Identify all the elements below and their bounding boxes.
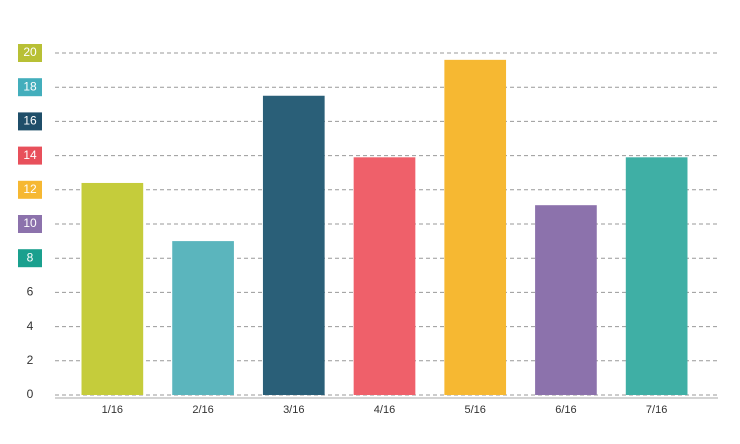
y-tick-label: 12	[23, 182, 37, 196]
y-tick-label: 20	[23, 45, 37, 59]
y-tick-label: 4	[27, 319, 34, 333]
bar	[353, 157, 416, 395]
y-tick-label: 0	[27, 387, 34, 401]
bar	[262, 95, 325, 395]
y-tick-label: 2	[27, 353, 34, 367]
y-tick-label: 14	[23, 148, 37, 162]
x-tick-label: 2/16	[192, 404, 213, 416]
y-tick-badge	[18, 44, 42, 62]
bar	[625, 157, 688, 395]
x-tick-label: 3/16	[283, 404, 304, 416]
y-tick-label: 18	[23, 79, 37, 93]
bar	[444, 59, 507, 396]
bar	[81, 182, 144, 395]
y-tick-label: 8	[27, 250, 34, 264]
y-tick-badge	[18, 146, 42, 165]
x-tick-label: 4/16	[374, 404, 395, 416]
x-tick-label: 6/16	[555, 404, 576, 416]
x-tick-label: 7/16	[646, 404, 667, 416]
y-tick-badge	[18, 78, 42, 97]
y-tick-badge	[18, 249, 42, 268]
bar	[535, 205, 597, 395]
y-tick-label: 16	[23, 114, 37, 128]
y-tick-label: 6	[27, 285, 34, 299]
x-tick-label: 5/16	[465, 404, 486, 416]
y-tick-label: 10	[23, 216, 37, 230]
y-tick-badge	[18, 112, 42, 131]
bar	[172, 241, 234, 395]
y-tick-badge	[18, 215, 42, 233]
x-tick-label: 1/16	[102, 404, 123, 416]
y-tick-badge	[18, 180, 42, 199]
